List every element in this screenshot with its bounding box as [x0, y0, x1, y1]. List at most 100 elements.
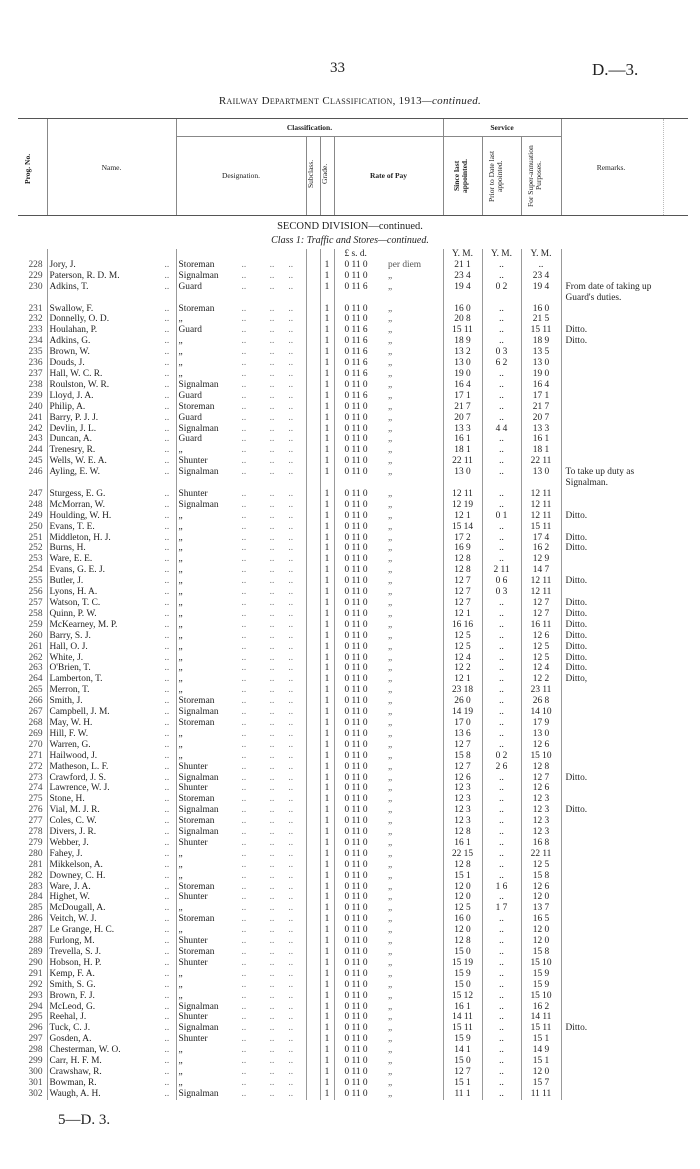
cell-empty — [305, 859, 320, 871]
cell-prog-no: 268 — [28, 717, 43, 728]
cell-rate: 0 11 0 — [333, 1012, 386, 1024]
cell-rate-per: „ — [388, 957, 393, 968]
cell-prior: .. — [481, 619, 521, 631]
cell-rate-per: „ — [388, 1045, 393, 1056]
cell-since-last: 16 1 — [442, 1001, 482, 1013]
cell-prior: .. — [481, 674, 521, 686]
cell-designation: Signalman — [175, 423, 306, 435]
cell-empty — [305, 619, 320, 631]
cell-remarks — [560, 270, 663, 282]
cell-rate-per: „ — [388, 576, 393, 587]
cell-empty — [305, 1023, 320, 1035]
cell-designation: Signalman — [175, 379, 306, 391]
cell-superannuation: 12 3 — [520, 805, 561, 817]
cell-rate: 0 11 6 — [333, 336, 386, 348]
cell-designation: Signalman — [175, 707, 306, 718]
cell-remarks — [560, 1088, 663, 1100]
cell-rate-per: „ — [388, 663, 393, 674]
cell-empty — [305, 968, 320, 980]
cell-remarks: Ditto. — [560, 608, 663, 620]
cell-name: McLeod, G. — [46, 1001, 176, 1013]
header-remarks: Remarks. — [596, 163, 626, 172]
cell-name: Downey, C. H. — [46, 870, 176, 882]
cell-name: Crawshaw, R. — [46, 1066, 176, 1078]
cell-empty — [305, 641, 320, 653]
cell-prior: .. — [481, 608, 521, 620]
cell-prior: .. — [481, 772, 521, 784]
cell-rate: 0 11 0 — [333, 434, 386, 446]
cell-superannuation: 17 4 — [520, 532, 561, 544]
cell-remarks — [560, 947, 663, 958]
cell-remarks — [560, 379, 663, 391]
cell-empty — [305, 467, 320, 489]
cell-grade: 1 — [319, 401, 334, 413]
cell-empty — [305, 1012, 320, 1024]
cell-rate-per: „ — [388, 1056, 393, 1067]
cell-designation: „ — [175, 543, 306, 555]
cell-remarks — [560, 859, 663, 871]
cell-grade: 1 — [319, 685, 334, 697]
cell-empty — [305, 521, 320, 533]
cell-empty — [305, 434, 320, 446]
cell-prog-no: 296 — [28, 1023, 43, 1034]
cell-empty — [305, 827, 320, 838]
cell-rate: 0 11 0 — [333, 805, 386, 817]
cell-prog-no: 270 — [28, 739, 43, 750]
cell-rate: 0 11 0 — [333, 1034, 386, 1046]
cell-rate-per: „ — [388, 423, 393, 434]
cell-designation: „ — [175, 554, 306, 566]
cell-grade: 1 — [319, 619, 334, 631]
cell-grade: 1 — [319, 990, 334, 1002]
cell-empty — [305, 598, 320, 609]
cell-since-last: 12 3 — [442, 805, 482, 817]
cell-grade: 1 — [319, 1077, 334, 1089]
cell-superannuation: 15 1 — [520, 1056, 561, 1067]
cell-name: Crawford, J. S. — [46, 772, 176, 784]
cell-rate: 0 11 6 — [333, 325, 386, 337]
cell-since-last: 23 18 — [442, 685, 482, 697]
cell-prog-no: 229 — [28, 270, 43, 281]
cell-remarks — [560, 728, 663, 740]
cell-designation: „ — [175, 314, 306, 326]
cell-empty — [305, 314, 320, 326]
cell-empty — [305, 794, 320, 806]
cell-grade: 1 — [319, 947, 334, 958]
cell-prog-no: 264 — [28, 674, 43, 685]
cell-name: Lamberton, T. — [46, 674, 176, 686]
cell-since-last: 12 7 — [442, 761, 482, 773]
cell-rate: 0 11 0 — [333, 827, 386, 838]
cell-grade: 1 — [319, 696, 334, 708]
cell-name: Duncan, A. — [46, 434, 176, 446]
cell-name: Chesterman, W. O. — [46, 1045, 176, 1057]
cell-remarks: Ditto. — [560, 543, 663, 555]
cell-superannuation: 18 9 — [520, 336, 561, 348]
cell-rate-per: „ — [388, 1023, 393, 1034]
cell-prog-no: 263 — [28, 663, 43, 674]
cell-rate: 0 11 0 — [333, 303, 386, 315]
cell-rate: 0 11 0 — [333, 761, 386, 773]
cell-designation: „ — [175, 870, 306, 882]
cell-superannuation: 12 9 — [520, 554, 561, 566]
cell-since-last: 15 14 — [442, 521, 482, 533]
cell-since-last: 21 1 — [442, 259, 482, 271]
cell-remarks — [560, 870, 663, 882]
cell-prior: .. — [481, 892, 521, 904]
cell-rate: 0 11 0 — [333, 979, 386, 991]
cell-superannuation: 12 0 — [520, 925, 561, 937]
cell-empty — [305, 903, 320, 915]
cell-remarks — [560, 499, 663, 511]
cell-designation: „ — [175, 925, 306, 937]
cell-designation: „ — [175, 674, 306, 686]
cell-superannuation: 12 6 — [520, 783, 561, 795]
cell-since-last: 12 7 — [442, 598, 482, 609]
cell-rate: 0 11 0 — [333, 816, 386, 828]
cell-remarks — [560, 259, 663, 271]
cell-rate-per: „ — [388, 881, 393, 892]
